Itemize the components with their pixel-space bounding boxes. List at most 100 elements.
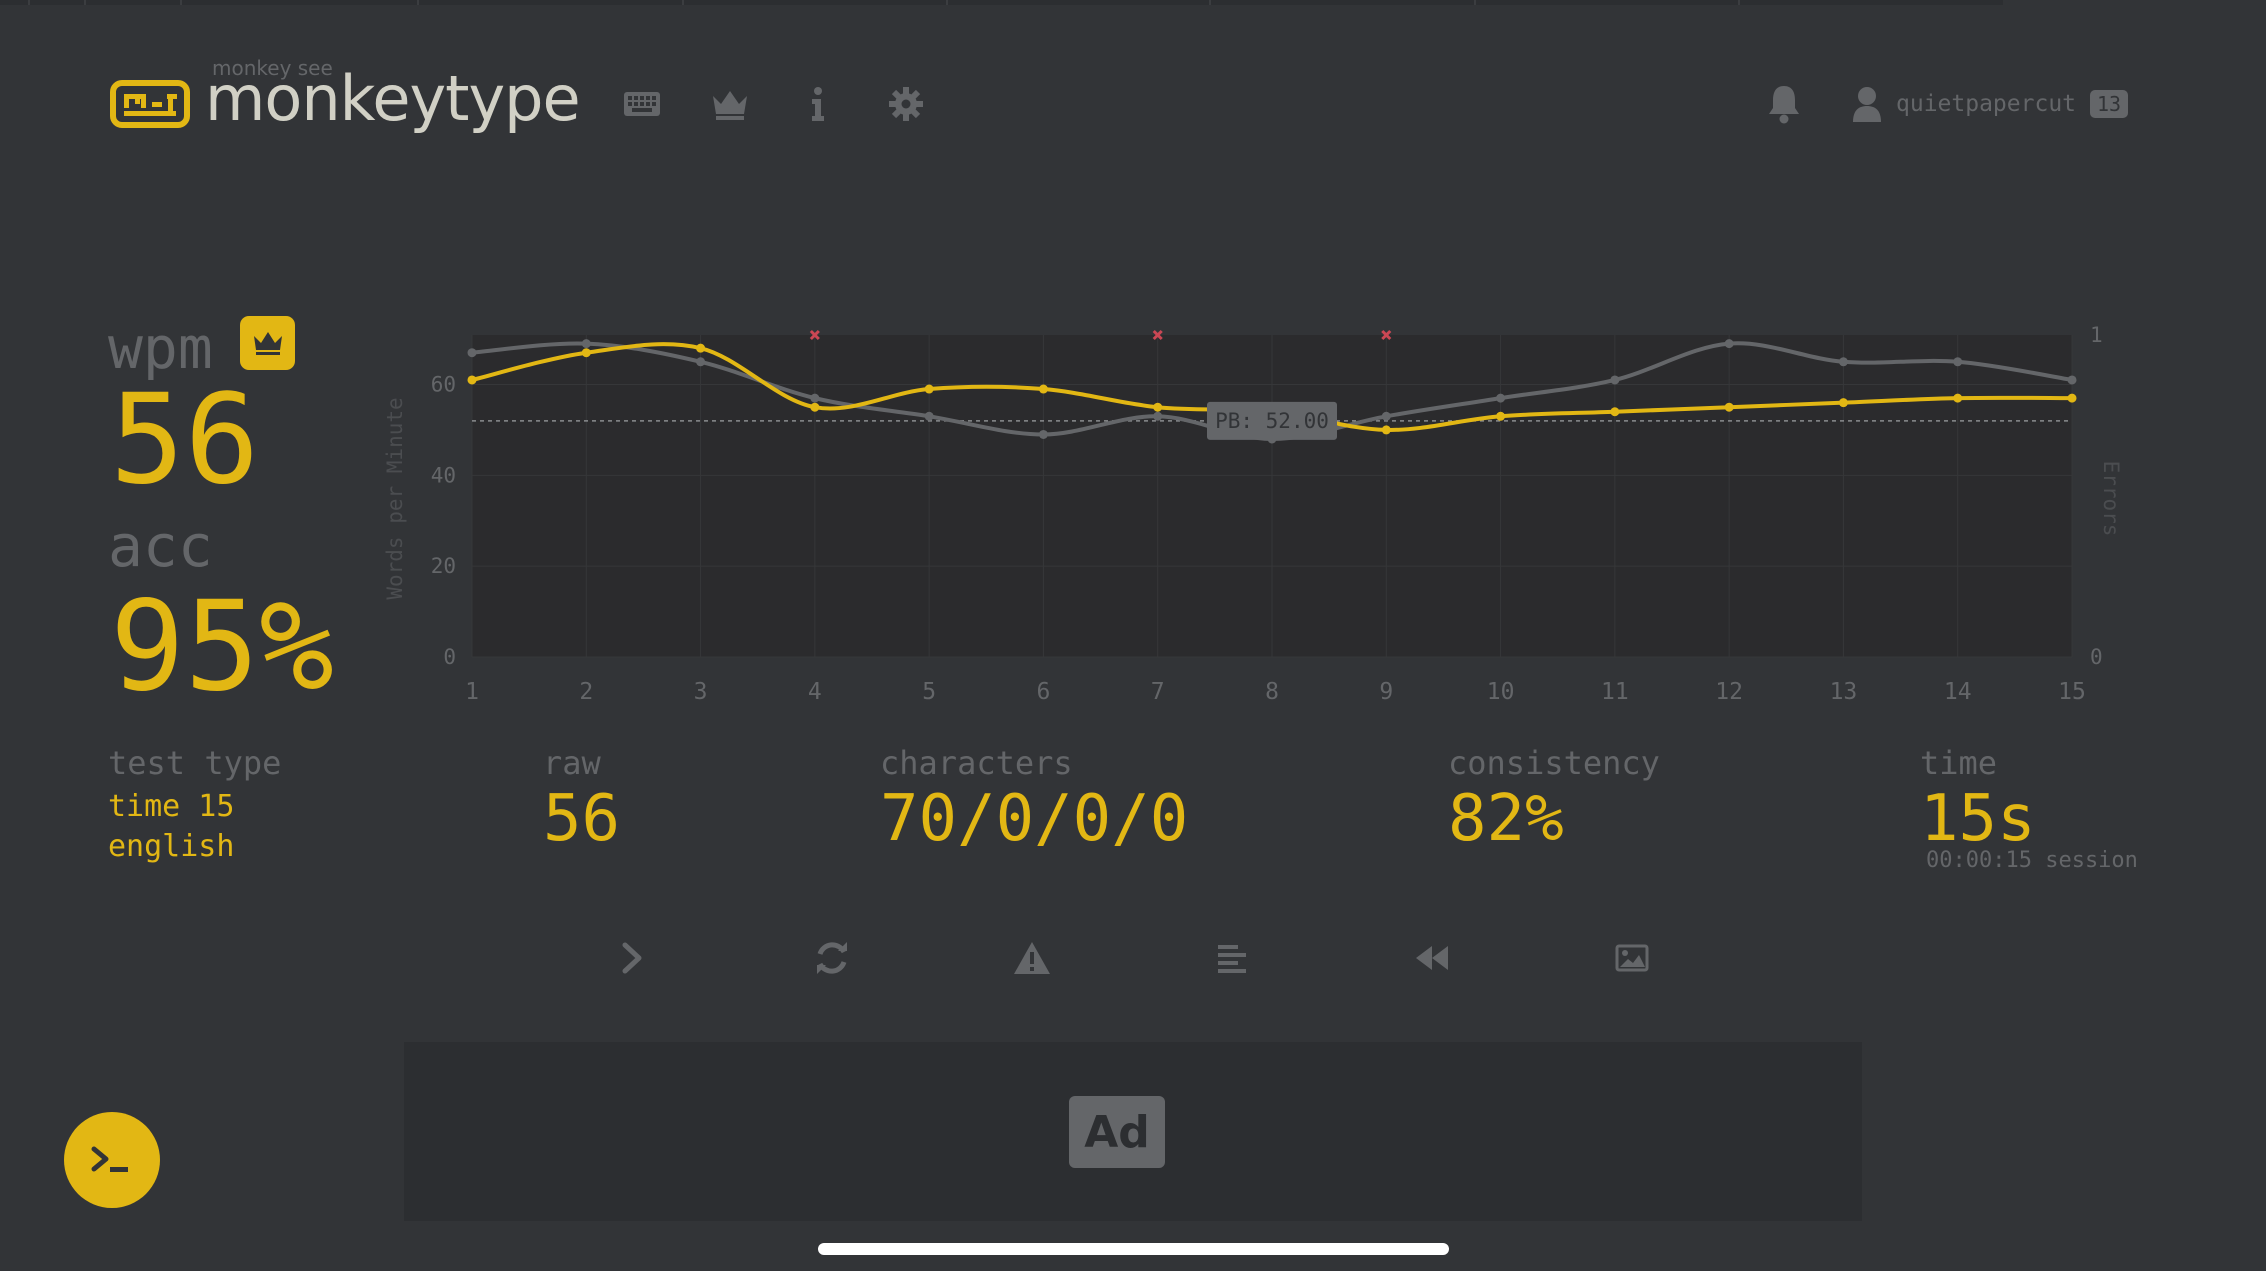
x-tick-label: 11: [1601, 679, 1629, 705]
username: quietpapercut: [1896, 91, 2077, 117]
wpm-series-point: [2067, 393, 2077, 403]
raw-series-point: [1381, 411, 1391, 421]
progress-strip: [0, 0, 2003, 5]
wpm-value: 56: [110, 368, 260, 512]
session-time: 00:00:15 session: [1926, 848, 2138, 873]
test-type-mode[interactable]: time 15: [108, 789, 235, 824]
notifications-bell-icon[interactable]: [1766, 84, 1802, 124]
info-icon[interactable]: [798, 84, 838, 124]
x-tick-label: 2: [579, 679, 593, 705]
raw-series-point: [1953, 357, 1963, 367]
wpm-series-point: [1953, 393, 1963, 403]
wpm-series-point: [1496, 411, 1506, 421]
x-tick-label: 15: [2058, 679, 2086, 705]
y-tick-label: 20: [431, 554, 456, 578]
error-marker: [1152, 329, 1163, 341]
y-tick-label: 0: [443, 645, 456, 669]
acc-value: 95%: [110, 575, 334, 719]
wpm-series-point: [1153, 402, 1163, 412]
wpm-series-point: [924, 384, 934, 394]
monkeytype-logo-icon[interactable]: [110, 80, 190, 128]
x-tick-label: 9: [1379, 679, 1393, 705]
gear-icon[interactable]: [886, 84, 926, 124]
characters-value: 70/0/0/0: [880, 782, 1189, 856]
y-tick-label: 60: [431, 373, 456, 397]
raw-series-point: [467, 348, 477, 358]
consistency-value: 82%: [1448, 782, 1564, 856]
raw-series-point: [1153, 411, 1163, 421]
ad-badge: Ad: [1069, 1096, 1165, 1168]
logo-tagline: monkey see: [212, 56, 333, 80]
crown-icon[interactable]: [710, 84, 750, 124]
wpm-series-point: [1381, 425, 1391, 435]
raw-series-point: [924, 411, 934, 421]
command-line-button[interactable]: [64, 1112, 160, 1208]
restart-icon: [817, 942, 847, 974]
x-tick-label: 7: [1151, 679, 1165, 705]
next-test-icon: [622, 942, 642, 974]
rewind-icon: [1416, 946, 1448, 970]
x-tick-label: 5: [922, 679, 936, 705]
keyboard-icon[interactable]: [622, 84, 662, 124]
personal-best-crown-icon: [240, 316, 295, 370]
y-axis-label: Words per Minute: [383, 397, 407, 599]
y-tick-label: 40: [431, 463, 456, 487]
raw-series-point: [1496, 393, 1506, 403]
wpm-series-point: [696, 343, 706, 353]
test-type-label: test type: [108, 744, 282, 782]
wpm-series-point: [1724, 402, 1734, 412]
x-tick-label: 1: [465, 679, 479, 705]
next-test-button[interactable]: [610, 937, 654, 979]
x-tick-label: 12: [1715, 679, 1743, 705]
restart-test-button[interactable]: [810, 937, 854, 979]
y2-axis-label: Errors: [2099, 461, 2120, 537]
x-tick-label: 10: [1487, 679, 1515, 705]
user-icon: [1853, 87, 1881, 122]
wpm-series-point: [581, 348, 591, 358]
report-button[interactable]: [1010, 937, 1054, 979]
raw-label: raw: [543, 744, 601, 782]
time-value: 15s: [1920, 782, 2036, 856]
account-button[interactable]: quietpapercut 13: [1852, 86, 2129, 122]
characters-label: characters: [880, 744, 1073, 782]
align-left-icon: [1218, 945, 1246, 973]
wpm-series-point: [467, 375, 477, 385]
error-marker: [1381, 329, 1392, 341]
raw-series-point: [1724, 339, 1734, 349]
pb-label-box: [1207, 401, 1337, 440]
level-badge: 13: [2090, 90, 2129, 118]
home-indicator[interactable]: [818, 1243, 1449, 1255]
wpm-series-point: [1038, 384, 1048, 394]
terminal-icon: [91, 1146, 128, 1172]
raw-series-point: [810, 393, 820, 403]
y2-tick-label: 1: [2090, 323, 2103, 347]
wpm-label: wpm: [108, 314, 213, 382]
x-tick-label: 3: [694, 679, 708, 705]
error-marker: [809, 329, 820, 341]
words-history-button[interactable]: [1210, 937, 1254, 979]
raw-value: 56: [543, 782, 621, 856]
raw-series-point: [696, 357, 706, 367]
warning-icon: [1014, 942, 1050, 974]
x-tick-label: 6: [1036, 679, 1050, 705]
image-icon: [1615, 944, 1649, 972]
y2-tick-label: 0: [2090, 645, 2103, 669]
x-tick-label: 4: [808, 679, 822, 705]
pb-label: PB: 52.00: [1215, 409, 1329, 433]
test-type-language[interactable]: english: [108, 829, 235, 864]
replay-button[interactable]: [1410, 937, 1454, 979]
acc-label: acc: [108, 512, 213, 580]
logo-text[interactable]: monkeytype: [205, 62, 581, 135]
wpm-series-point: [810, 402, 820, 412]
time-label: time: [1920, 744, 1998, 782]
consistency-label: consistency: [1448, 744, 1660, 782]
screenshot-button[interactable]: [1610, 937, 1654, 979]
raw-series-point: [2067, 375, 2077, 385]
x-tick-label: 8: [1265, 679, 1279, 705]
x-tick-label: 14: [1944, 679, 1972, 705]
raw-series-point: [1610, 375, 1620, 385]
x-tick-label: 13: [1830, 679, 1858, 705]
raw-series-point: [1838, 357, 1848, 367]
